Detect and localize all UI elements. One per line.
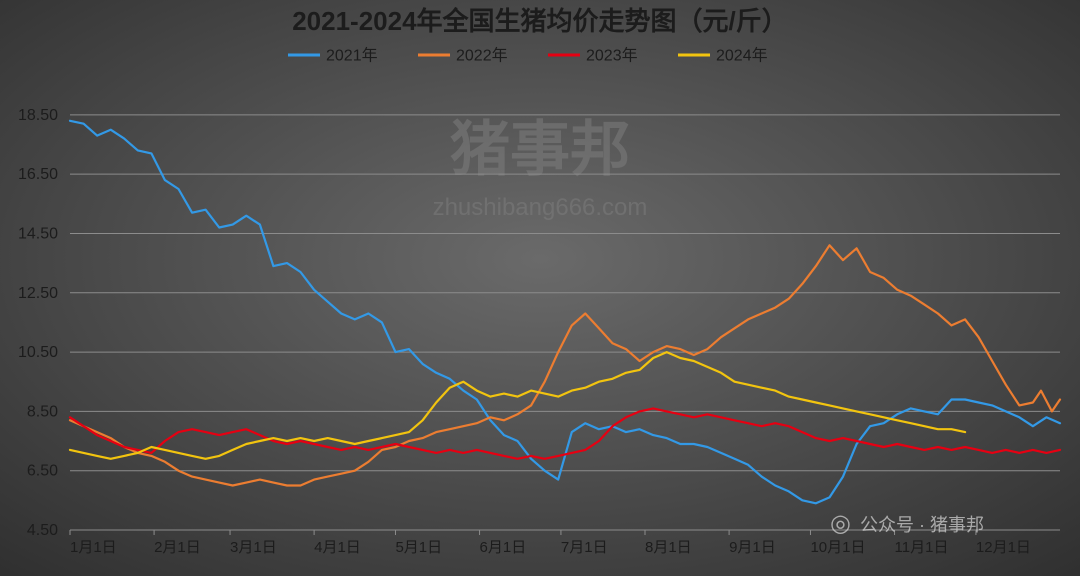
y-tick-label: 8.50 xyxy=(27,403,58,420)
price-trend-chart: 猪事邦 zhushibang666.com 4.50 6.50 8.50 10.50 12.… xyxy=(0,0,1080,576)
x-tick-label: 6月1日 xyxy=(480,539,527,556)
x-tick-label: 9月1日 xyxy=(729,539,776,556)
legend-label: 2023年 xyxy=(586,47,638,65)
y-tick-label: 4.50 xyxy=(27,522,58,539)
x-tick-label: 2月1日 xyxy=(154,539,201,556)
x-tick-label: 4月1日 xyxy=(314,539,361,556)
legend-label: 2024年 xyxy=(716,47,768,65)
y-tick-label: 18.50 xyxy=(18,107,58,124)
legend-label: 2022年 xyxy=(456,47,508,65)
x-tick-label: 11月1日 xyxy=(895,539,949,556)
wechat-icon: ◎ xyxy=(830,510,851,537)
y-tick-label: 14.50 xyxy=(18,225,58,242)
legend-label: 2021年 xyxy=(326,47,378,65)
chart-background xyxy=(0,0,1080,576)
watermark-url: zhushibang666.com xyxy=(433,194,648,221)
x-tick-label: 10月1日 xyxy=(810,539,865,556)
y-tick-label: 12.50 xyxy=(18,285,58,302)
x-tick-label: 3月1日 xyxy=(230,539,277,556)
x-tick-label: 8月1日 xyxy=(645,539,692,556)
x-tick-label: 1月1日 xyxy=(70,539,117,556)
x-tick-label: 5月1日 xyxy=(395,539,442,556)
chart-title: 2021-2024年全国生猪均价走势图（元/斤） xyxy=(292,6,788,36)
x-tick-label: 7月1日 xyxy=(561,539,608,556)
footer-text: 公众号 · 猪事邦 xyxy=(860,515,984,535)
y-tick-label: 16.50 xyxy=(18,166,58,183)
y-tick-label: 6.50 xyxy=(27,463,58,480)
y-tick-label: 10.50 xyxy=(18,344,58,361)
watermark-brand: 猪事邦 xyxy=(450,116,630,183)
x-tick-label: 12月1日 xyxy=(976,539,1031,556)
